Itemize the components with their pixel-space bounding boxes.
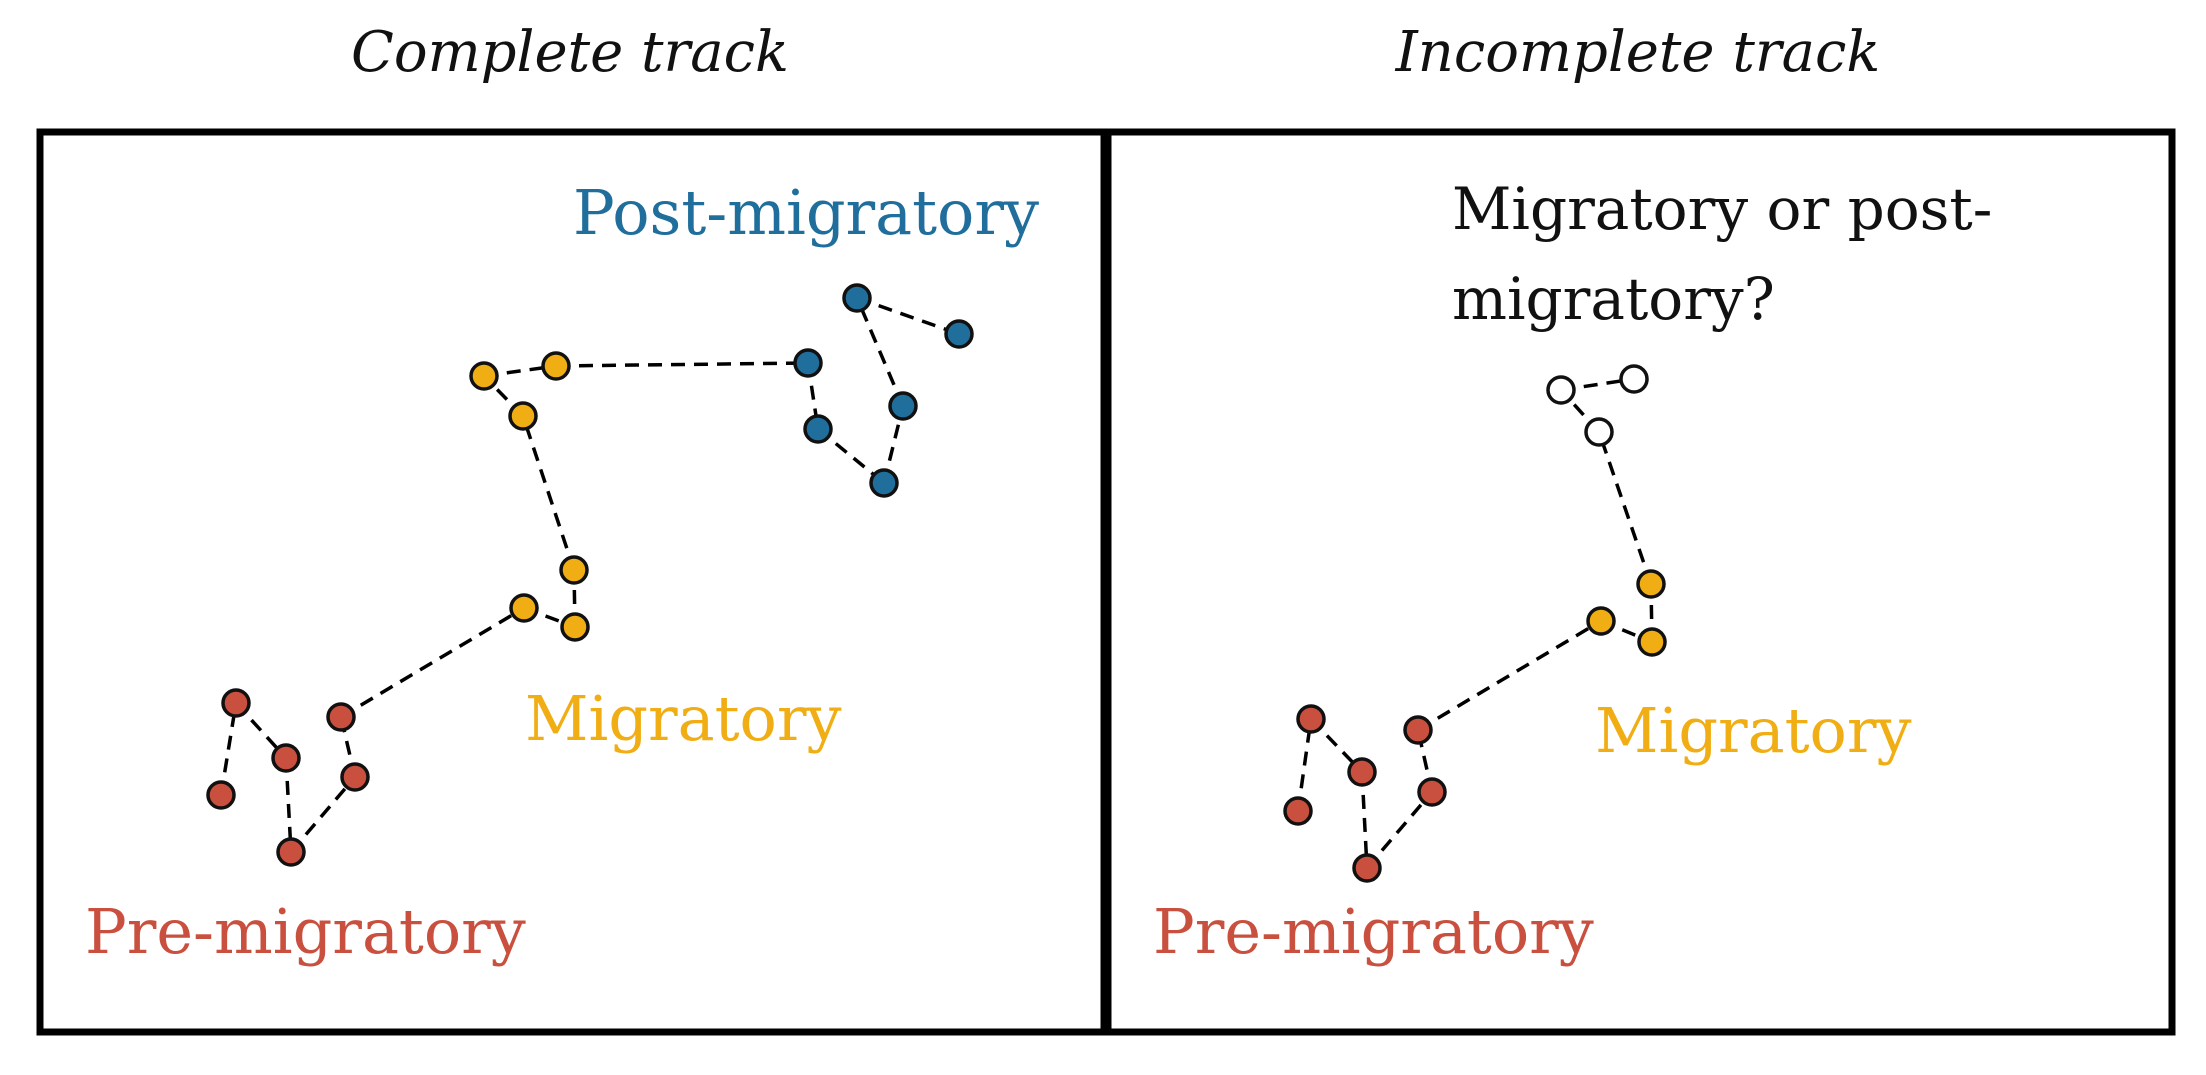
- incomplete-track-title: Incomplete track: [1395, 20, 1881, 85]
- complete-track-post-point: [842, 283, 872, 313]
- complete-track-post-point: [869, 468, 899, 498]
- question-line-1: Migratory or post-: [1452, 175, 1992, 243]
- post-migratory-label: Post-migratory: [573, 176, 1039, 249]
- complete-track-panel: [36, 128, 1108, 1036]
- incomplete-track-pre-point: [1296, 704, 1326, 734]
- complete-track-title: Complete track: [351, 20, 789, 85]
- complete-track-pre-point: [221, 688, 251, 718]
- complete-track-segment: [284, 757, 293, 853]
- incomplete-track-pre-point: [1352, 853, 1382, 883]
- complete-track-segment: [855, 297, 905, 407]
- pre-migratory-label-left: Pre-migratory: [85, 895, 526, 968]
- incomplete-track-mig-point: [1637, 627, 1667, 657]
- incomplete-track-segment: [1360, 771, 1369, 869]
- pre-migratory-label-right: Pre-migratory: [1153, 895, 1594, 968]
- incomplete-track-pre-point: [1347, 757, 1377, 787]
- incomplete-track-pre-point: [1283, 796, 1313, 826]
- question-line-2: migratory?: [1452, 265, 1775, 333]
- complete-track-segment: [555, 361, 809, 368]
- complete-track-post-point: [793, 348, 823, 378]
- complete-track-pre-point: [271, 743, 301, 773]
- incomplete-track-path: [1283, 364, 1667, 883]
- complete-track-post-point: [888, 391, 918, 421]
- complete-track-segment: [340, 606, 525, 719]
- complete-track-pre-point: [206, 780, 236, 810]
- incomplete-track-segment: [1417, 619, 1602, 732]
- incomplete-track-unknown-point: [1619, 364, 1649, 394]
- incomplete-track-segment: [1365, 790, 1434, 870]
- complete-track-segment: [289, 775, 357, 854]
- complete-track-pre-point: [276, 837, 306, 867]
- incomplete-track-pre-point: [1417, 777, 1447, 807]
- complete-track-post-point: [944, 319, 974, 349]
- incomplete-track-mig-point: [1586, 606, 1616, 636]
- incomplete-track-unknown-point: [1584, 417, 1614, 447]
- complete-track-mig-point: [560, 612, 590, 642]
- incomplete-track-segment: [1296, 718, 1313, 812]
- complete-track-path: [206, 283, 974, 867]
- migratory-label-left: Migratory: [525, 682, 842, 755]
- complete-track-segment: [219, 702, 238, 796]
- complete-track-post-point: [803, 414, 833, 444]
- incomplete-track-pre-point: [1403, 715, 1433, 745]
- complete-track-pre-point: [326, 702, 356, 732]
- complete-track-mig-point: [541, 351, 571, 381]
- complete-track-pre-point: [340, 762, 370, 792]
- complete-track-mig-point: [508, 401, 538, 431]
- complete-track-mig-point: [469, 361, 499, 391]
- complete-track-segment: [521, 415, 576, 571]
- migratory-label-right: Migratory: [1595, 694, 1912, 767]
- complete-track-mig-point: [509, 593, 539, 623]
- incomplete-track-mig-point: [1636, 569, 1666, 599]
- complete-track-segment: [856, 296, 960, 336]
- incomplete-track-segment: [1597, 431, 1653, 585]
- complete-track-mig-point: [559, 555, 589, 585]
- incomplete-track-panel: [1104, 128, 2176, 1036]
- incomplete-track-unknown-point: [1546, 375, 1576, 405]
